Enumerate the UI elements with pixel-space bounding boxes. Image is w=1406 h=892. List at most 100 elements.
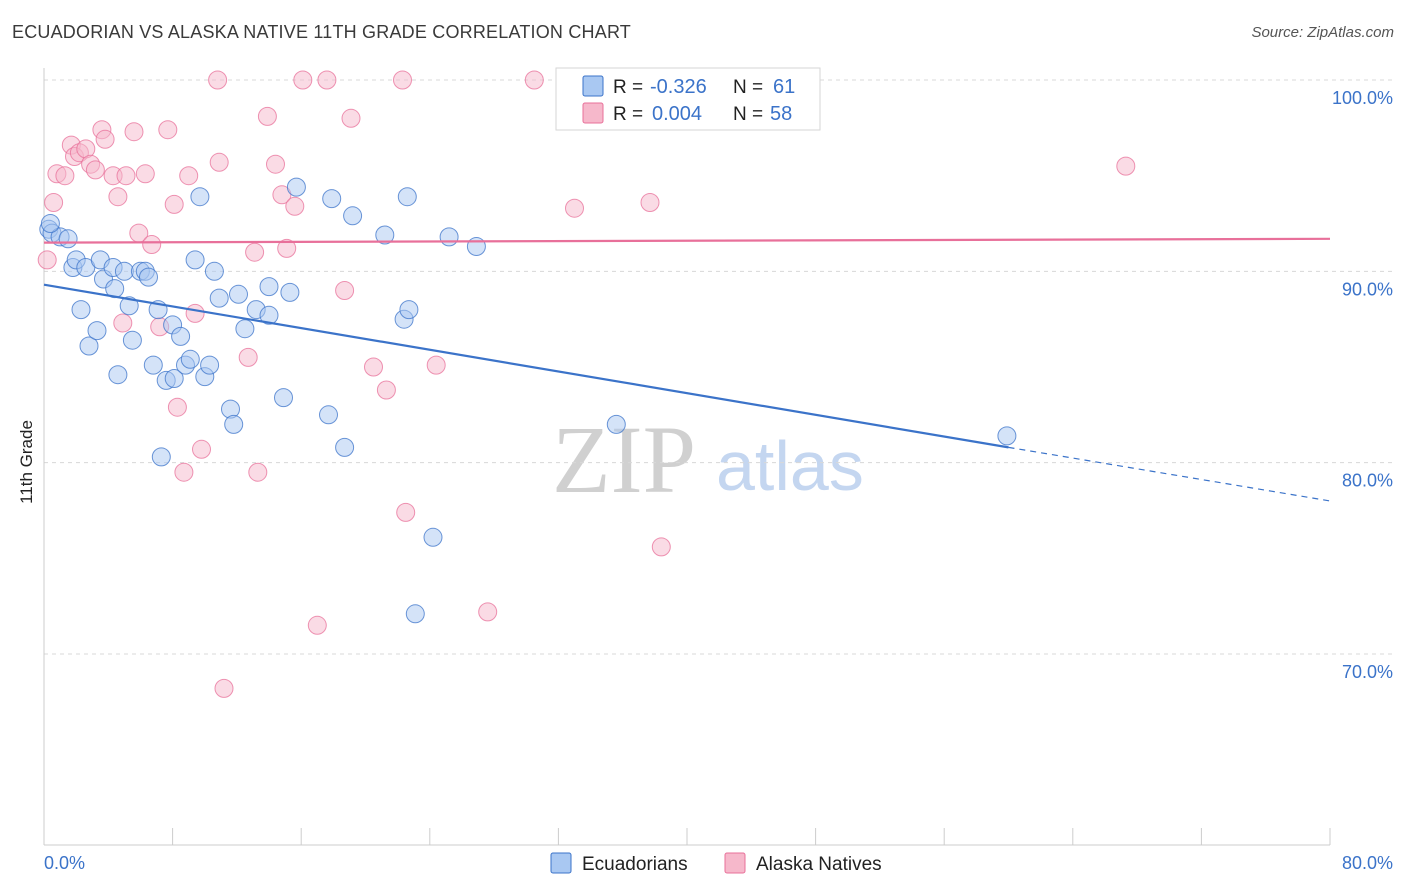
- alaska-native-point: [238, 347, 258, 367]
- trend-lines: [43, 237, 1331, 502]
- legend-r-value-2: 0.004: [652, 103, 702, 125]
- alaska-native-point: [257, 106, 277, 126]
- x-tick-label-min: 0.0%: [44, 853, 85, 873]
- data-points: [37, 70, 1136, 698]
- y-tick-label: 100.0%: [1332, 88, 1393, 108]
- ecuadorian-point: [139, 267, 158, 287]
- alaska-native-point: [44, 193, 64, 212]
- alaska-native-point: [426, 355, 446, 375]
- alaska-native-point: [565, 198, 584, 218]
- alaska-native-point: [167, 397, 187, 417]
- alaska-native-point: [208, 70, 228, 90]
- ecuadorian-point: [280, 282, 300, 302]
- ecuadorian-point: [319, 405, 338, 425]
- ecuadorian-point: [151, 447, 171, 467]
- legend-r-value-1: -0.326: [650, 76, 707, 98]
- ecuadorian-point: [122, 330, 142, 350]
- ecuadorians-trend-line: [43, 283, 1009, 449]
- ecuadorians-trend-extension: [1008, 446, 1331, 502]
- ecuadorian-point: [185, 250, 205, 270]
- alaska-native-point: [364, 357, 383, 377]
- alaska-native-point: [192, 439, 211, 459]
- ecuadorian-point: [58, 229, 78, 249]
- y-axis-title: 11th Grade: [17, 420, 36, 504]
- ecuadorian-point: [375, 225, 395, 245]
- ecuadorian-point: [997, 426, 1017, 446]
- alaska-natives-trend-line: [43, 237, 1331, 244]
- alaska-native-point: [1116, 156, 1136, 176]
- alaska-native-point: [524, 70, 544, 90]
- alaska-native-point: [95, 129, 115, 149]
- legend-swatch-alaska-natives-stats: [582, 102, 604, 124]
- alaska-native-point: [135, 164, 155, 184]
- ecuadorian-point: [423, 527, 443, 547]
- ecuadorian-point: [200, 355, 220, 375]
- alaska-native-point: [185, 303, 205, 323]
- alaska-native-point: [307, 615, 327, 635]
- ecuadorian-point: [171, 326, 191, 346]
- alaska-native-point: [158, 120, 178, 140]
- alaska-native-point: [174, 462, 194, 482]
- legend-label-alaska-natives: Alaska Natives: [756, 854, 882, 875]
- ecuadorian-point: [229, 284, 248, 304]
- y-tick-label: 80.0%: [1342, 471, 1393, 491]
- ecuadorian-point: [439, 227, 459, 247]
- legend-swatch-ecuadorians-stats: [582, 75, 604, 97]
- alaska-native-point: [124, 122, 144, 142]
- ecuadorian-point: [397, 187, 417, 207]
- ecuadorian-point: [259, 305, 279, 325]
- alaska-native-point: [393, 70, 412, 90]
- ecuadorian-point: [466, 237, 486, 256]
- ecuadorian-point: [108, 365, 128, 385]
- alaska-native-point: [293, 70, 313, 90]
- legend-n-label-1: N =: [733, 77, 763, 98]
- alaska-native-point: [164, 194, 184, 214]
- alaska-native-point: [214, 678, 234, 698]
- ecuadorian-point: [40, 214, 60, 233]
- ecuadorian-point: [79, 336, 99, 356]
- alaska-native-point: [341, 108, 361, 128]
- gridlines: 70.0% 80.0% 90.0% 100.0%: [44, 79, 1393, 682]
- alaska-native-point: [478, 602, 498, 622]
- ecuadorian-point: [180, 349, 200, 369]
- ecuadorian-point: [274, 388, 293, 408]
- alaska-native-point: [285, 196, 305, 216]
- alaska-native-point: [209, 152, 229, 172]
- ecuadorian-point: [209, 288, 229, 308]
- ecuadorian-point: [259, 277, 279, 297]
- alaska-native-point: [277, 238, 297, 258]
- ecuadorian-point: [87, 321, 107, 341]
- ecuadorian-point: [335, 437, 355, 457]
- x-tick-label-max: 80.0%: [1342, 853, 1393, 873]
- ecuadorian-point: [235, 319, 255, 339]
- legend-swatch-alaska-natives: [724, 852, 746, 874]
- ecuadorian-point: [399, 300, 419, 320]
- ecuadorian-point: [119, 296, 139, 316]
- legend-n-value-2: 58: [770, 103, 792, 125]
- y-tick-label: 70.0%: [1342, 662, 1393, 682]
- source-credit: Source: ZipAtlas.com: [1251, 24, 1394, 41]
- ecuadorian-point: [204, 261, 224, 281]
- ecuadorian-point: [322, 189, 342, 209]
- ecuadorian-point: [606, 414, 626, 434]
- ecuadorian-point: [286, 177, 306, 197]
- alaska-native-point: [248, 462, 268, 482]
- alaska-native-point: [317, 70, 337, 90]
- alaska-native-point: [640, 193, 660, 212]
- legend-label-ecuadorians: Ecuadorians: [582, 854, 688, 875]
- ecuadorian-point: [343, 206, 363, 226]
- ecuadorian-point: [143, 355, 163, 375]
- ecuadorian-point: [71, 300, 91, 320]
- alaska-native-point: [116, 166, 136, 186]
- alaska-native-point: [55, 166, 75, 186]
- alaska-native-point: [108, 187, 128, 207]
- alaska-native-point: [396, 502, 416, 522]
- legend-r-label-2: R =: [613, 104, 643, 125]
- alaska-native-point: [113, 313, 133, 333]
- watermark-atlas: atlas: [716, 427, 864, 505]
- ecuadorian-point: [114, 261, 134, 281]
- stats-legend: R = -0.326 N = 61 R = 0.004 N = 58: [555, 67, 821, 131]
- legend-swatch-ecuadorians: [550, 852, 572, 874]
- alaska-native-point: [85, 160, 105, 180]
